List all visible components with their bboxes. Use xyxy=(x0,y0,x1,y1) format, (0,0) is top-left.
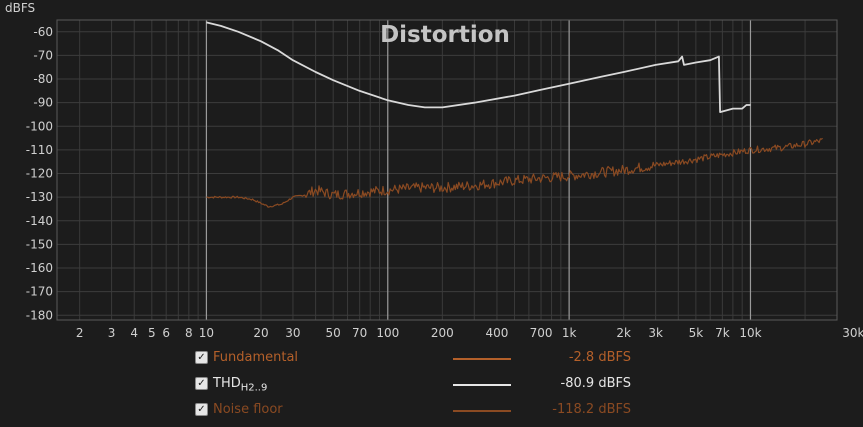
x-tick-label: 30 xyxy=(285,326,300,340)
x-tick-label: 4 xyxy=(130,326,138,340)
y-tick-label: -130 xyxy=(26,190,53,204)
y-tick-label: -140 xyxy=(26,214,53,228)
plot-background xyxy=(0,0,863,345)
series-layer xyxy=(206,21,823,208)
x-tick-label: 100 xyxy=(376,326,399,340)
legend-row-fundamental: ✓ Fundamental -2.8 dBFS xyxy=(195,349,655,375)
thd-value: -80.9 dBFS xyxy=(560,376,631,391)
legend-row-noise-floor: ✓ Noise floor -118.2 dBFS xyxy=(195,401,655,427)
x-tick-label: 1k xyxy=(562,326,577,340)
legend-row-thd: ✓ THDH2..9 -80.9 dBFS xyxy=(195,375,655,401)
thd-swatch xyxy=(453,384,511,386)
x-tick-label: 3 xyxy=(108,326,116,340)
x-tick-label: 6 xyxy=(162,326,170,340)
x-tick-label: 400 xyxy=(486,326,509,340)
y-tick-label: -70 xyxy=(33,48,53,62)
thd-label-text: THD xyxy=(213,376,241,391)
x-tick-label: 2 xyxy=(76,326,84,340)
x-tick-label: 700 xyxy=(530,326,553,340)
y-tick-label: -170 xyxy=(26,285,53,299)
major-grid xyxy=(57,20,837,320)
x-tick-label: 50 xyxy=(326,326,341,340)
y-tick-label: -110 xyxy=(26,143,53,157)
y-tick-label: -180 xyxy=(26,308,53,322)
x-tick-label: 30kHz xyxy=(842,326,863,340)
y-tick-label: -120 xyxy=(26,167,53,181)
thd-line xyxy=(206,21,751,113)
y-tick-label: -160 xyxy=(26,261,53,275)
y-axis-label: dBFS xyxy=(5,1,35,15)
x-tick-label: 8 xyxy=(185,326,193,340)
y-tick-label: -60 xyxy=(33,25,53,39)
y-tick-label: -150 xyxy=(26,237,53,251)
fundamental-swatch xyxy=(453,358,511,360)
plot-frame xyxy=(56,19,838,321)
noise-floor-swatch xyxy=(453,410,511,412)
thd-checkbox[interactable]: ✓ xyxy=(195,377,208,390)
x-tick-label: 7k xyxy=(715,326,730,340)
x-tick-label: 70 xyxy=(352,326,367,340)
x-tick-label: 5 xyxy=(148,326,156,340)
noise-floor-line xyxy=(206,137,823,208)
x-tick-label: 200 xyxy=(431,326,454,340)
x-tick-label: 3k xyxy=(648,326,663,340)
thd-label-sub: H2..9 xyxy=(240,382,268,394)
y-tick-label: -90 xyxy=(33,96,53,110)
legend: ✓ Fundamental -2.8 dBFS ✓ THDH2..9 -80.9… xyxy=(195,349,655,427)
chart-title: Distortion xyxy=(380,22,510,48)
fundamental-value: -2.8 dBFS xyxy=(568,350,631,365)
x-tick-labels: 2 3 4 5 6 8 10 20 30 50 70 100 200 400 700 1k 2k 3k 5k 7k 10… xyxy=(76,326,863,340)
noise-floor-value: -118.2 dBFS xyxy=(552,402,631,417)
distortion-chart: dBFS -60 -70 -80 -90 -100 -110 -120 -130 -140 -15… xyxy=(0,0,863,345)
thd-label: THDH2..9 xyxy=(213,376,267,394)
y-tick-label: -80 xyxy=(33,72,53,86)
fundamental-checkbox[interactable]: ✓ xyxy=(195,351,208,364)
x-tick-label: 10 xyxy=(199,326,214,340)
fundamental-label: Fundamental xyxy=(213,350,299,365)
noise-floor-checkbox[interactable]: ✓ xyxy=(195,403,208,416)
x-tick-label: 5k xyxy=(689,326,704,340)
y-tick-labels: -60 -70 -80 -90 -100 -110 -120 -130 -140 -150 -160… xyxy=(26,25,53,322)
x-tick-label: 20 xyxy=(253,326,268,340)
noise-floor-label: Noise floor xyxy=(213,402,283,417)
x-tick-label: 2k xyxy=(616,326,631,340)
x-tick-label: 10k xyxy=(739,326,761,340)
y-tick-label: -100 xyxy=(26,119,53,133)
